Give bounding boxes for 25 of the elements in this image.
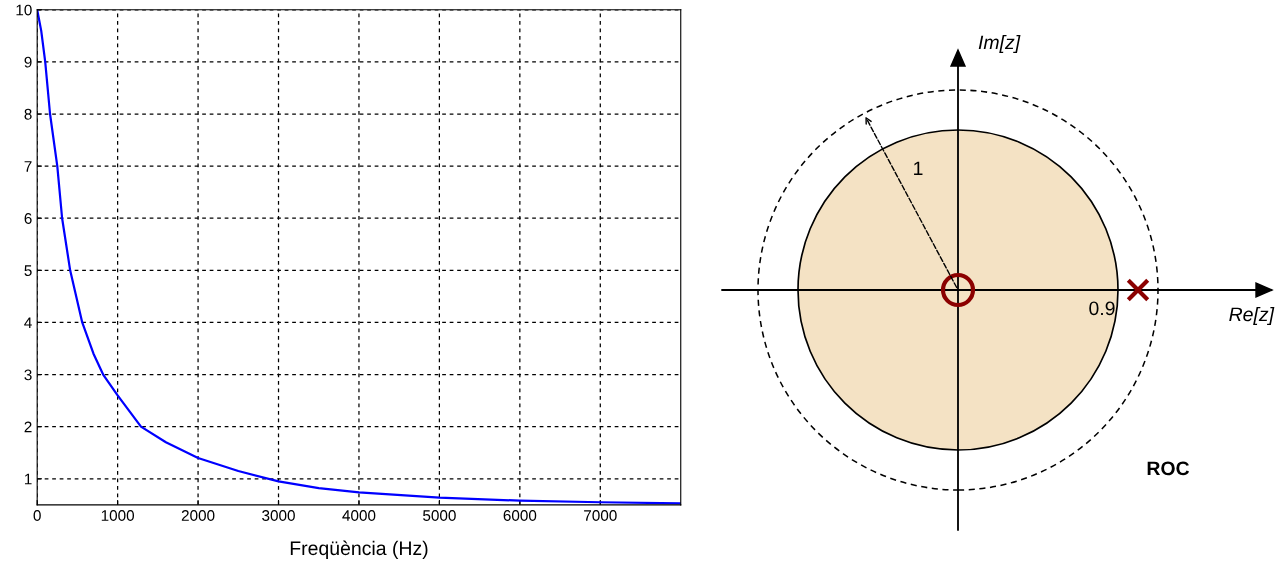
y-tick-label: 6 — [24, 213, 32, 224]
y-tick-label: 4 — [24, 317, 32, 328]
x-tick-label: 7000 — [584, 510, 617, 521]
y-tick-label: 5 — [24, 265, 32, 277]
x-tick-label: 6000 — [503, 510, 537, 521]
y-tick-label: 2 — [24, 421, 32, 433]
text: Im[z] — [978, 34, 1021, 54]
text: 1 — [914, 161, 923, 176]
x-tick-label: 5000 — [423, 510, 456, 521]
x-tick-label: 4000 — [342, 510, 376, 521]
text: 0.9 — [1089, 301, 1115, 316]
x-tick-label: 2000 — [181, 510, 215, 521]
line-series — [37, 9, 681, 505]
y-tick-label: 3 — [24, 369, 32, 381]
y-tick-label: 7 — [24, 161, 32, 172]
x-tick-label: 1000 — [101, 510, 135, 521]
x-axis-title: Freqüència (Hz) — [290, 540, 428, 559]
x-tick-label: 0 — [33, 510, 41, 521]
y-tick-label: 1 — [24, 473, 32, 485]
x-tick-label: 3000 — [262, 510, 295, 521]
y-tick-label: 8 — [24, 108, 32, 120]
y-tick-label: 9 — [24, 56, 32, 68]
y-tick-label: 10 — [16, 4, 32, 16]
text: ROC — [1147, 461, 1190, 476]
text: Re[z] — [1229, 306, 1275, 326]
